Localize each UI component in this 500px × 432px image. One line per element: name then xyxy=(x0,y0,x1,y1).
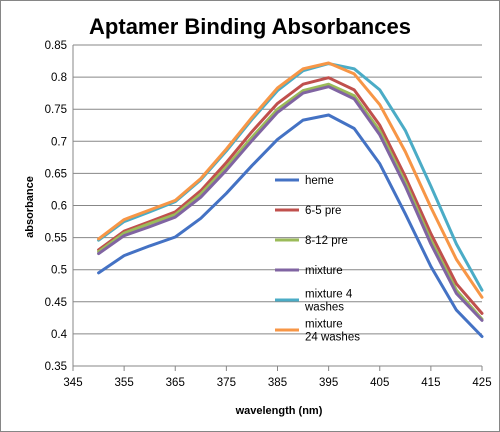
chart-title: Aptamer Binding Absorbances xyxy=(89,14,411,39)
y-tick-label: 0.75 xyxy=(45,104,67,116)
y-tick-label: 0.85 xyxy=(45,40,67,52)
x-tick-label: 355 xyxy=(115,377,134,389)
series-line-6-5-pre xyxy=(97,76,484,315)
y-tick-labels: 0.35 0.4 0.45 0.5 0.55 0.6 0.65 0.7 0.75 0.8 0.85 xyxy=(45,40,68,373)
x-tick-label: 415 xyxy=(421,377,440,389)
series-line-mixture xyxy=(97,85,484,322)
legend-label: heme xyxy=(305,175,334,187)
series-lines xyxy=(97,61,484,338)
legend-label: mixture 4 washes xyxy=(304,289,353,314)
y-tick-label: 0.45 xyxy=(45,297,67,309)
x-tick-label: 345 xyxy=(63,377,82,389)
y-axis-label: absorbance xyxy=(24,176,36,238)
series-line-heme xyxy=(97,113,484,338)
x-tick-labels: 345 355 365 375 385 395 405 415 425 xyxy=(63,377,491,389)
series-line-8-12-pre xyxy=(97,82,484,321)
x-tick-label: 405 xyxy=(370,377,389,389)
y-tick-label: 0.8 xyxy=(51,72,67,84)
x-tick-label: 425 xyxy=(472,377,491,389)
legend-label: 6-5 pre xyxy=(305,205,341,217)
legend: heme 6-5 pre 8-12 pre mixture mixture 4 washe… xyxy=(275,175,360,344)
y-tick-label: 0.65 xyxy=(45,168,67,180)
x-tick-label: 395 xyxy=(319,377,338,389)
y-tick-label: 0.35 xyxy=(45,361,67,373)
axes xyxy=(72,45,483,371)
x-tick-label: 365 xyxy=(166,377,185,389)
y-tick-label: 0.5 xyxy=(51,265,67,277)
x-tick-label: 385 xyxy=(268,377,287,389)
series-line-mixture-24-washes xyxy=(97,61,484,299)
x-tick-label: 375 xyxy=(217,377,236,389)
gridlines xyxy=(73,44,482,367)
y-tick-label: 0.7 xyxy=(51,136,67,148)
y-tick-label: 0.55 xyxy=(45,233,67,245)
legend-label: mixture xyxy=(305,265,343,277)
y-tick-label: 0.6 xyxy=(51,201,67,213)
x-axis-label: wavelength (nm) xyxy=(235,405,323,417)
y-tick-label: 0.4 xyxy=(51,329,68,341)
legend-label: 8-12 pre xyxy=(305,235,348,247)
legend-label: mixture 24 washes xyxy=(305,319,360,344)
